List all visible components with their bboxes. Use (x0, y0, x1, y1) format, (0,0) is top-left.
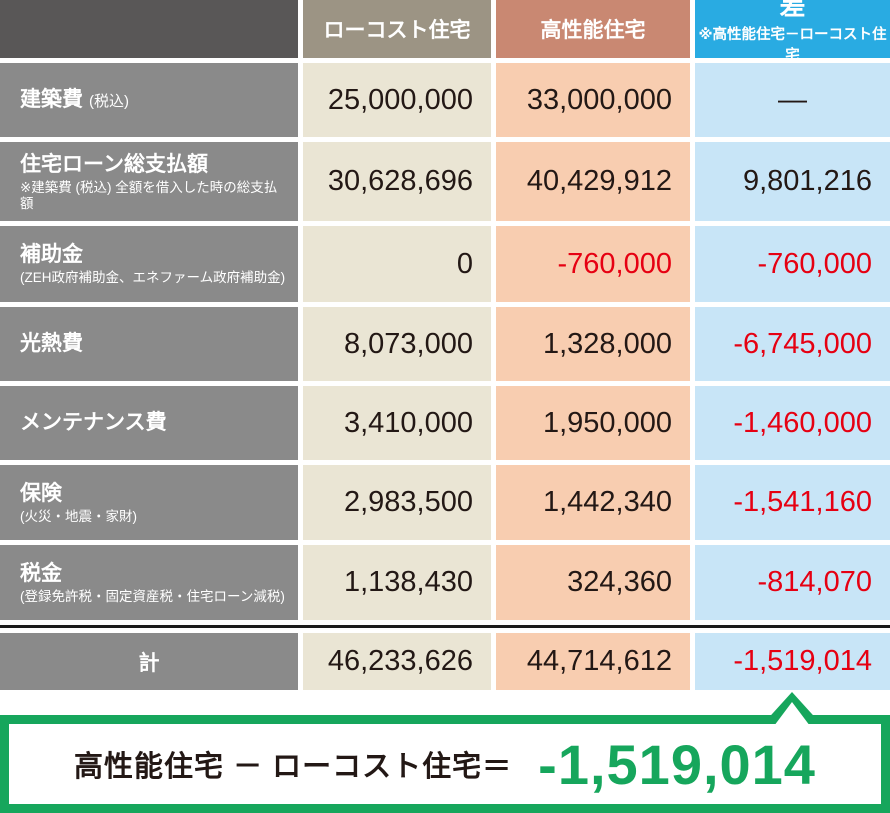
value-highperf: 1,328,000 (496, 307, 690, 381)
value-diff: -814,070 (695, 545, 890, 620)
row-label-text: 住宅ローン総支払額 (20, 152, 208, 176)
value-diff: -1,460,000 (695, 386, 890, 460)
header-corner-cell (0, 0, 298, 58)
row-label-text: メンテナンス費 (20, 411, 167, 435)
total-highperf: 44,714,612 (496, 633, 690, 690)
value-highperf: 1,950,000 (496, 386, 690, 460)
header-highperf: 高性能住宅 (496, 0, 690, 58)
row-label-subsidy: 補助金 (ZEH政府補助金、エネファーム政府補助金) (0, 226, 298, 302)
total-diff: -1,519,014 (695, 633, 890, 690)
row-label-note: ※建築費 (税込) 全額を借入した時の総支払額 (20, 180, 278, 211)
value-diff: -760,000 (695, 226, 890, 302)
value-highperf: 1,442,340 (496, 465, 690, 540)
value-diff: 9,801,216 (695, 142, 890, 221)
header-highperf-label: 高性能住宅 (540, 19, 646, 42)
value-highperf: 40,429,912 (496, 142, 690, 221)
value-lowcost: 30,628,696 (303, 142, 491, 221)
row-label-insurance: 保険 (火災・地震・家財) (0, 465, 298, 540)
header-difference: 差 ※高性能住宅－ローコスト住宅 (695, 0, 890, 64)
header-difference-label: 差 (779, 0, 806, 22)
row-label-text: 保険 (20, 481, 62, 505)
row-label-note: (ZEH政府補助金、エネファーム政府補助金) (20, 270, 286, 286)
total-separator-rule (0, 625, 890, 628)
value-lowcost: 3,410,000 (303, 386, 491, 460)
value-lowcost: 8,073,000 (303, 307, 491, 381)
row-label-note: (火災・地震・家財) (20, 508, 137, 524)
row-label-maintenance: メンテナンス費 (0, 386, 298, 460)
value-highperf: 324,360 (496, 545, 690, 620)
total-row: 計 46,233,626 44,714,612 -1,519,014 (0, 633, 890, 690)
value-lowcost: 0 (303, 226, 491, 302)
row-label-text: 建築費 (20, 88, 83, 112)
summary-value: -1,519,014 (538, 732, 816, 796)
value-lowcost: 1,138,430 (303, 545, 491, 620)
header-lowcost: ローコスト住宅 (303, 0, 491, 58)
total-lowcost: 46,233,626 (303, 633, 491, 690)
value-diff: -1,541,160 (695, 465, 890, 540)
value-highperf: 33,000,000 (496, 63, 690, 137)
value-diff: -6,745,000 (695, 307, 890, 381)
row-label-text: 光熱費 (20, 332, 83, 356)
summary-equation: 高性能住宅 － ローコスト住宅＝ (74, 751, 513, 783)
row-label-text: 税金 (20, 561, 62, 585)
value-lowcost: 25,000,000 (303, 63, 491, 137)
row-label-note: (税込) (89, 93, 129, 111)
value-diff: ― (695, 63, 890, 137)
header-lowcost-label: ローコスト住宅 (323, 19, 471, 42)
value-highperf: -760,000 (496, 226, 690, 302)
summary-callout: 高性能住宅 － ローコスト住宅＝ -1,519,014 (0, 690, 890, 813)
summary-box: 高性能住宅 － ローコスト住宅＝ -1,519,014 (0, 715, 890, 813)
row-label-utilities: 光熱費 (0, 307, 298, 381)
row-label-text: 補助金 (20, 243, 83, 267)
callout-arrow-up-icon (763, 692, 821, 734)
comparison-table: ローコスト住宅 高性能住宅 差 ※高性能住宅－ローコスト住宅 建築費 (税込) 2… (0, 0, 890, 620)
row-label-construction-cost: 建築費 (税込) (0, 63, 298, 137)
header-difference-note: ※高性能住宅－ローコスト住宅 (698, 26, 887, 64)
total-label: 計 (0, 633, 298, 690)
row-label-tax: 税金 (登録免許税・固定資産税・住宅ローン減税) (0, 545, 298, 620)
row-label-loan-total: 住宅ローン総支払額 ※建築費 (税込) 全額を借入した時の総支払額 (0, 142, 298, 221)
value-lowcost: 2,983,500 (303, 465, 491, 540)
row-label-note: (登録免許税・固定資産税・住宅ローン減税) (20, 588, 285, 604)
